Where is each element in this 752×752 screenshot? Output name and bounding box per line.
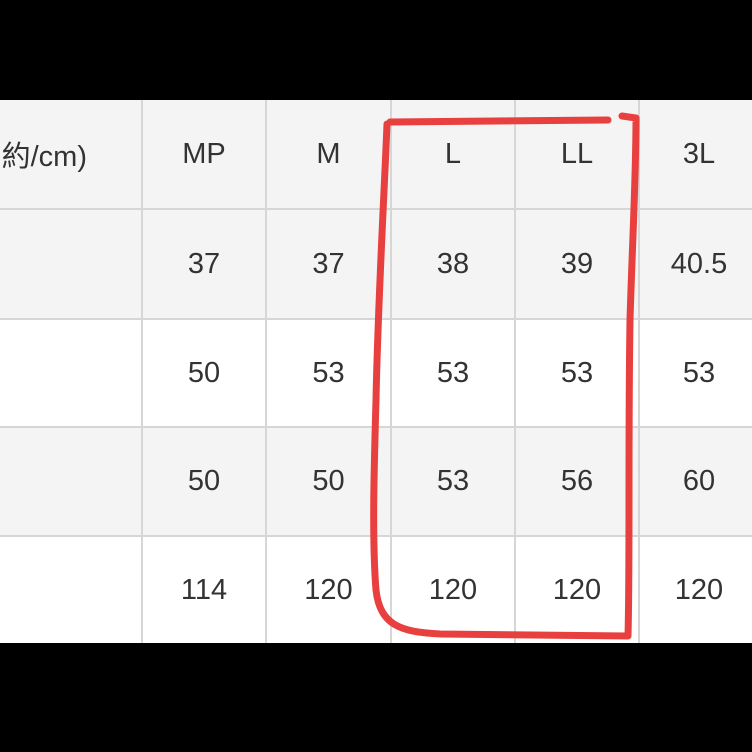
table-cell: 50 — [143, 428, 267, 537]
table-cell: 38 — [392, 210, 516, 320]
table-cell — [0, 537, 143, 643]
table-cell: 120 — [267, 537, 392, 643]
header-cell: MP — [143, 100, 267, 210]
table-cell: 53 — [392, 320, 516, 428]
table-cell — [0, 320, 143, 428]
table-cell — [0, 428, 143, 537]
table-cell: 50 — [143, 320, 267, 428]
table-cell: 53 — [267, 320, 392, 428]
header-cell: LL — [516, 100, 640, 210]
table-cell: 37 — [267, 210, 392, 320]
table-cell: 114 — [143, 537, 267, 643]
table-cell: 37 — [143, 210, 267, 320]
table-cell: 53 — [516, 320, 640, 428]
table-cell: 120 — [392, 537, 516, 643]
header-cell: 約/cm) — [0, 100, 143, 210]
table-cell: 56 — [516, 428, 640, 537]
table-cell: 53 — [640, 320, 752, 428]
table-cell: 40.5 — [640, 210, 752, 320]
table-cell: 39 — [516, 210, 640, 320]
table-cell: 120 — [640, 537, 752, 643]
header-cell: 3L — [640, 100, 752, 210]
size-table: 約/cm) MP M L LL 3L 37 37 38 39 40.5 50 53 53 53 53 50 50 5… — [0, 100, 752, 643]
table-cell: 60 — [640, 428, 752, 537]
table-cell: 53 — [392, 428, 516, 537]
table-cell: 50 — [267, 428, 392, 537]
header-cell: L — [392, 100, 516, 210]
header-cell: M — [267, 100, 392, 210]
table-cell: 120 — [516, 537, 640, 643]
table-cell — [0, 210, 143, 320]
